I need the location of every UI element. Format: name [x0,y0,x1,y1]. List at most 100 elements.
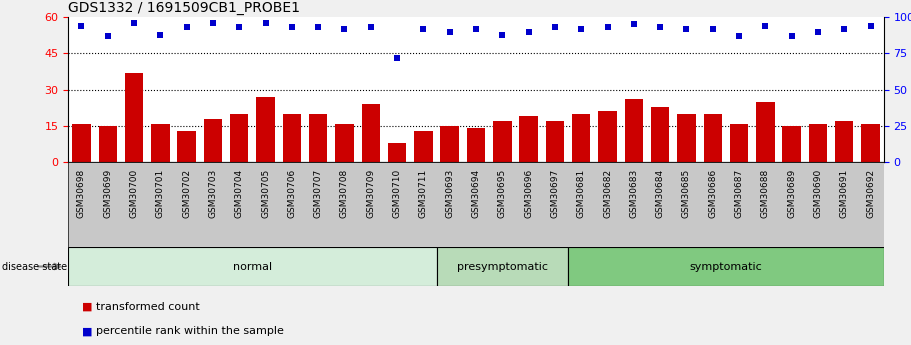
Bar [178,131,196,162]
Bar [809,124,827,162]
Point [284,24,299,30]
Bar [204,119,222,162]
Bar [861,124,880,162]
Text: presymptomatic: presymptomatic [456,262,548,272]
Text: GSM30681: GSM30681 [577,169,586,218]
Text: disease state: disease state [2,263,67,272]
Bar [466,128,486,162]
Text: GSM30684: GSM30684 [656,169,665,218]
Text: GSM30706: GSM30706 [287,169,296,218]
Bar [282,114,302,162]
Text: GSM30689: GSM30689 [787,169,796,218]
Text: GSM30682: GSM30682 [603,169,612,218]
Point [259,20,273,26]
Text: GSM30700: GSM30700 [129,169,138,218]
Point [732,33,746,39]
Point [468,26,483,32]
Text: GSM30708: GSM30708 [340,169,349,218]
Bar [572,114,590,162]
Bar [388,143,406,162]
Text: GSM30697: GSM30697 [550,169,559,218]
Bar [493,121,511,162]
Point [653,24,668,30]
Bar [756,102,774,162]
Text: GSM30688: GSM30688 [761,169,770,218]
Text: ■: ■ [82,302,93,312]
Bar [519,116,537,162]
Bar [68,247,436,286]
Point [495,32,509,37]
Bar [256,97,275,162]
Bar [72,124,91,162]
Text: GSM30703: GSM30703 [209,169,218,218]
Bar [625,99,643,162]
Bar [415,131,433,162]
Point [574,26,589,32]
Point [337,26,352,32]
Text: GSM30685: GSM30685 [682,169,691,218]
Bar [436,247,568,286]
Bar [362,104,380,162]
Point [600,24,615,30]
Text: transformed count: transformed count [96,302,200,312]
Bar [335,124,353,162]
Text: GSM30707: GSM30707 [313,169,322,218]
Point [390,55,404,61]
Point [363,24,378,30]
Text: GSM30699: GSM30699 [103,169,112,218]
Bar [650,107,670,162]
Point [548,24,562,30]
Point [100,33,115,39]
Bar [783,126,801,162]
Bar [835,121,854,162]
Text: GSM30702: GSM30702 [182,169,191,218]
Text: GSM30690: GSM30690 [814,169,823,218]
Text: GSM30692: GSM30692 [866,169,875,218]
Text: symptomatic: symptomatic [690,262,763,272]
Point [74,23,88,29]
Point [521,29,536,34]
Text: GSM30695: GSM30695 [497,169,507,218]
Text: GSM30701: GSM30701 [156,169,165,218]
Bar [677,114,696,162]
Text: GSM30709: GSM30709 [366,169,375,218]
Text: GSM30693: GSM30693 [445,169,455,218]
Text: GSM30711: GSM30711 [419,169,428,218]
Bar [230,114,249,162]
Point [443,29,457,34]
Bar [441,126,459,162]
Bar [151,124,169,162]
Text: percentile rank within the sample: percentile rank within the sample [96,326,283,336]
Text: GSM30704: GSM30704 [235,169,244,218]
Text: GSM30683: GSM30683 [630,169,639,218]
Text: GSM30696: GSM30696 [524,169,533,218]
Point [153,32,168,37]
Point [811,29,825,34]
Bar [309,114,327,162]
Bar [730,124,748,162]
Point [179,24,194,30]
Point [416,26,431,32]
Text: GSM30687: GSM30687 [734,169,743,218]
Bar [98,126,117,162]
Bar [599,111,617,162]
Point [837,26,852,32]
Point [864,23,878,29]
Text: GSM30686: GSM30686 [708,169,717,218]
Point [627,22,641,27]
Bar [703,114,722,162]
Text: ■: ■ [82,326,93,336]
Text: GSM30694: GSM30694 [472,169,480,218]
Text: GDS1332 / 1691509CB1_PROBE1: GDS1332 / 1691509CB1_PROBE1 [68,1,301,15]
Point [784,33,799,39]
Point [206,20,220,26]
Text: GSM30698: GSM30698 [77,169,86,218]
Point [127,20,141,26]
Text: normal: normal [233,262,272,272]
Bar [568,247,884,286]
Point [679,26,693,32]
Text: GSM30710: GSM30710 [393,169,402,218]
Point [705,26,720,32]
Text: GSM30691: GSM30691 [840,169,849,218]
Point [758,23,773,29]
